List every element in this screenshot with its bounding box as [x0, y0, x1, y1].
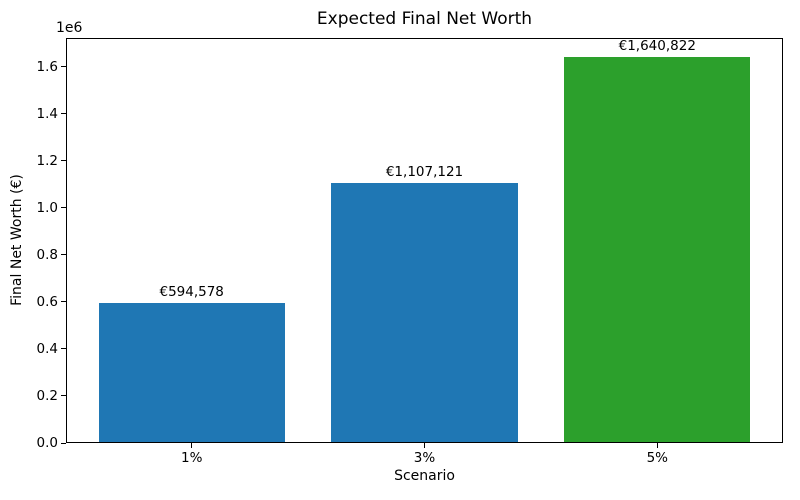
y-tick-label: 1.6: [36, 58, 58, 75]
y-axis-label: Final Net Worth (€): [9, 174, 25, 306]
x-tick-mark: [424, 443, 425, 448]
y-tick-label: 0.2: [36, 387, 58, 404]
x-tick-label: 3%: [413, 450, 436, 466]
y-tick-label: 1.4: [36, 105, 58, 122]
y-tick-mark: [61, 254, 66, 256]
x-axis-label: Scenario: [394, 468, 455, 484]
x-tick-label: 1%: [180, 450, 203, 466]
bar-value-label: €1,640,822: [618, 38, 696, 55]
bar-value-label: €1,107,121: [385, 163, 464, 180]
y-tick-mark: [61, 442, 66, 444]
y-tick-mark: [61, 207, 66, 209]
y-tick-label: 0.8: [36, 246, 58, 263]
bar: [564, 57, 751, 442]
y-axis-offset-label: 1e6: [56, 20, 83, 36]
y-tick-label: 1.2: [36, 152, 58, 169]
y-tick-label: 0.6: [36, 293, 58, 310]
y-tick-mark: [61, 301, 66, 303]
x-tick-label: 5%: [646, 450, 668, 466]
chart-title: Expected Final Net Worth: [316, 9, 533, 29]
y-tick-mark: [61, 66, 66, 68]
y-tick-mark: [61, 160, 66, 162]
y-tick-mark: [61, 113, 66, 115]
y-tick-label: 0.4: [36, 340, 58, 357]
y-tick-label: 1.0: [36, 199, 58, 216]
x-tick-mark: [656, 443, 658, 448]
bar: [331, 182, 518, 442]
y-tick-mark: [61, 348, 66, 350]
bar: [98, 303, 285, 442]
y-tick-label: 0.0: [36, 435, 58, 451]
x-tick-mark: [191, 443, 193, 448]
bar-value-label: €594,578: [159, 284, 224, 301]
y-tick-mark: [61, 395, 66, 397]
